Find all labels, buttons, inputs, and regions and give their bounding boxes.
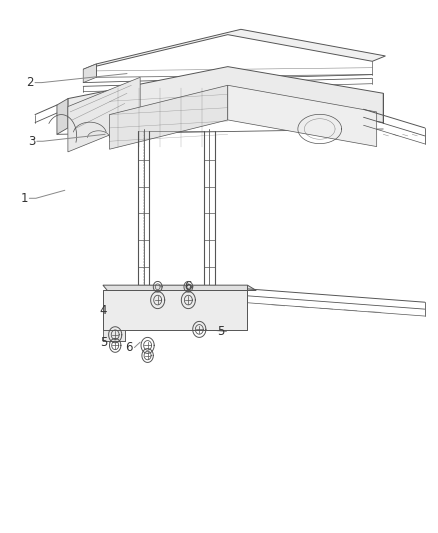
Text: 2: 2 bbox=[26, 76, 34, 89]
Polygon shape bbox=[68, 67, 383, 128]
Text: 6: 6 bbox=[125, 341, 133, 354]
Text: 5: 5 bbox=[101, 336, 108, 349]
Polygon shape bbox=[57, 99, 68, 134]
Text: 1: 1 bbox=[20, 192, 28, 205]
Polygon shape bbox=[103, 285, 256, 290]
Polygon shape bbox=[83, 29, 385, 69]
Polygon shape bbox=[103, 290, 247, 330]
Text: 6: 6 bbox=[184, 280, 191, 293]
Text: 5: 5 bbox=[218, 325, 225, 338]
Polygon shape bbox=[103, 330, 125, 341]
Polygon shape bbox=[110, 85, 228, 149]
Text: 3: 3 bbox=[28, 135, 35, 148]
Polygon shape bbox=[83, 64, 96, 83]
Text: 4: 4 bbox=[99, 304, 107, 317]
Polygon shape bbox=[228, 85, 377, 147]
Polygon shape bbox=[68, 77, 140, 152]
